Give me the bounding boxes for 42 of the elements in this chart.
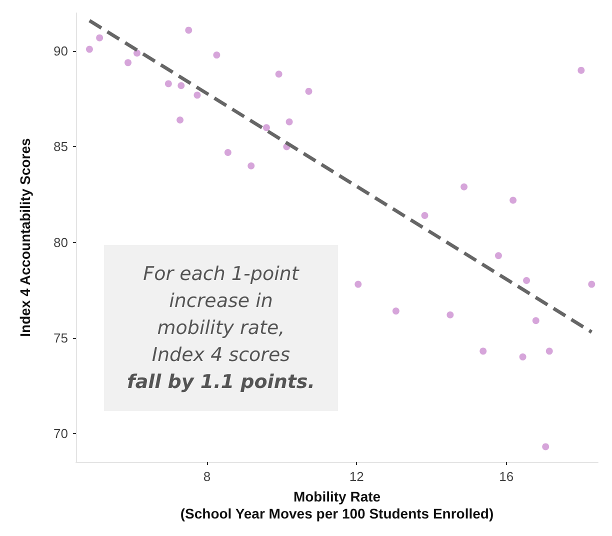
point [178, 82, 185, 90]
y-axis-title: Index 4 Accountability Scores [17, 138, 33, 337]
y-tick-label: 70 [54, 426, 68, 441]
point [164, 80, 172, 88]
point [248, 162, 255, 170]
y-tick-label: 75 [54, 330, 68, 346]
point [124, 59, 132, 66]
point [305, 88, 312, 95]
point [578, 66, 585, 74]
point [224, 148, 232, 156]
point [185, 26, 192, 34]
point [519, 353, 526, 360]
annotation: fall by 1.1 points. [127, 371, 315, 393]
point [588, 280, 596, 288]
point [446, 311, 454, 318]
point [546, 348, 553, 355]
point [176, 116, 184, 124]
x-tick-label: 8 [203, 469, 211, 484]
point [510, 196, 517, 204]
point [532, 317, 540, 324]
x-axis-title: Mobility Rate (School Year Moves per 100 Students Enrolled) [180, 488, 494, 522]
x-tick-label: 12 [349, 469, 364, 484]
point [194, 92, 201, 99]
point [494, 252, 502, 260]
point [354, 280, 362, 288]
point [86, 46, 93, 53]
point [262, 124, 270, 132]
point [275, 70, 282, 78]
y-tick-label: 85 [54, 139, 68, 154]
point [421, 212, 428, 220]
point [286, 118, 293, 126]
point [480, 348, 487, 355]
point [542, 443, 550, 450]
point [392, 308, 400, 315]
point [134, 50, 140, 57]
x-tick-label: 16 [499, 469, 514, 484]
point [523, 276, 530, 284]
y-tick-label: 80 [54, 234, 68, 250]
point [213, 52, 220, 59]
point [460, 183, 468, 190]
point [96, 34, 104, 42]
y-tick-label: 90 [54, 44, 68, 59]
